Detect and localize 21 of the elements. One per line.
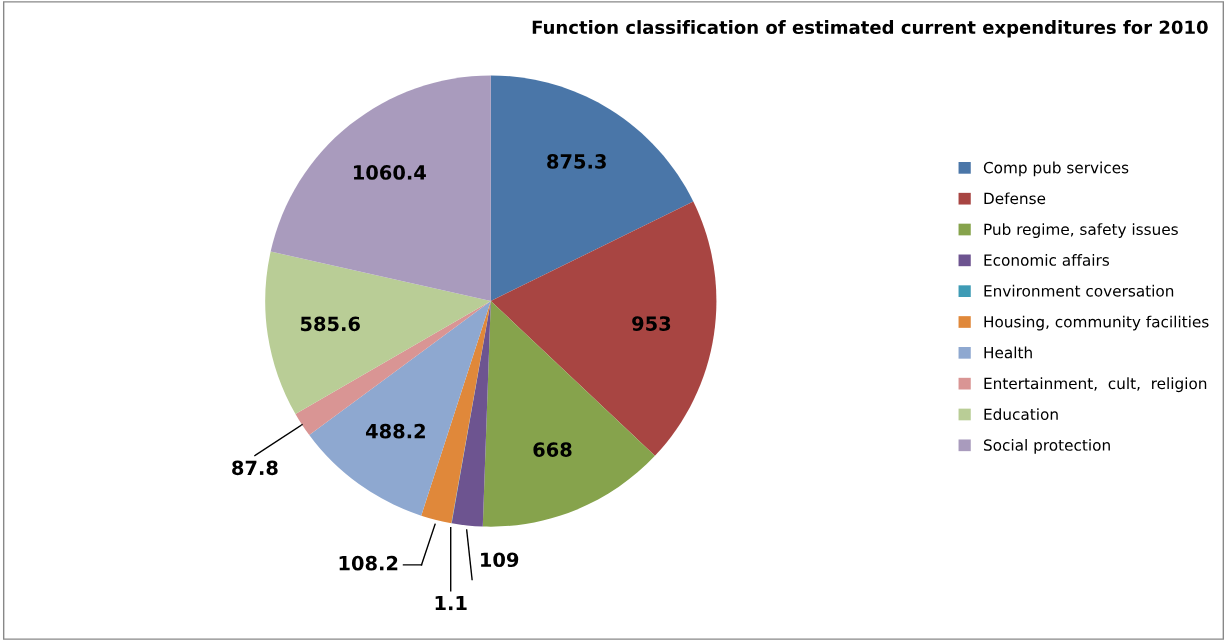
legend-label: Social protection bbox=[983, 439, 1110, 454]
data-label: 1.1 bbox=[435, 595, 467, 611]
data-label: 585.6 bbox=[300, 316, 360, 332]
legend-label: Economic affairs bbox=[984, 254, 1110, 266]
data-label: 953 bbox=[632, 316, 671, 331]
legend-label: Environment coversation bbox=[984, 284, 1174, 297]
legend-label: Pub regime, safety issues bbox=[984, 223, 1178, 238]
data-label: 87.8 bbox=[232, 460, 278, 476]
data-label: 488.2 bbox=[365, 423, 425, 439]
data-label: 668 bbox=[533, 442, 572, 457]
data-label: 1060.4 bbox=[353, 165, 426, 180]
legend-label: Defense bbox=[984, 192, 1046, 205]
legend-label: Entertainment, cult, religion bbox=[984, 377, 1207, 393]
chart-title: Function classification of estimated current expenditures for 2010 bbox=[532, 20, 1208, 38]
data-label: 875.3 bbox=[547, 154, 606, 169]
data-label: 108.2 bbox=[339, 555, 398, 571]
legend-label: Comp pub services bbox=[983, 161, 1129, 177]
legend-label: Housing, community facilities bbox=[984, 315, 1209, 331]
data-label: 109 bbox=[481, 552, 519, 568]
legend-label: Education bbox=[984, 408, 1058, 421]
legend-label: Health bbox=[984, 346, 1032, 359]
